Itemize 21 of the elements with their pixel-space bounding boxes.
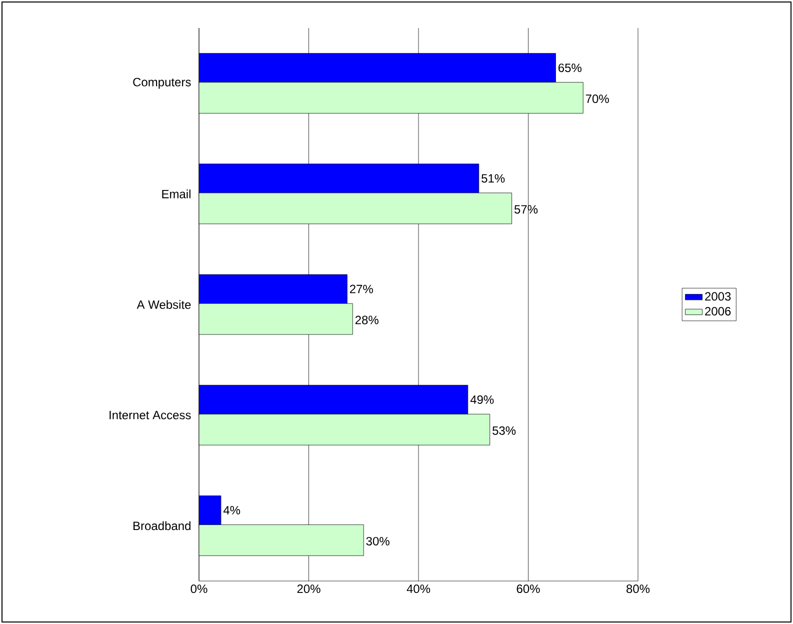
y-tick-label: Computers (133, 78, 191, 89)
y-tick-label: Internet Access (110, 410, 191, 420)
legend-label: 2006 (705, 307, 731, 316)
y-tick-label: Broadband (133, 521, 190, 530)
x-tick-label: 20% (297, 584, 320, 594)
data-label: 30% (366, 536, 390, 546)
legend-label: 2003 (705, 292, 731, 301)
data-label: 4% (223, 506, 240, 514)
data-label: 28% (355, 316, 378, 324)
data-label: 53% (492, 426, 516, 435)
y-tick-label: Email (162, 189, 190, 198)
x-tick-label: 80% (626, 584, 650, 594)
data-label: 27% (350, 284, 373, 294)
x-tick-label: 0% (190, 584, 208, 594)
data-label: 70% (586, 94, 609, 104)
data-label: 49% (470, 395, 494, 404)
data-label: 51% (482, 174, 505, 183)
x-tick-label: 40% (406, 584, 430, 594)
x-tick-label: 60% (516, 584, 540, 594)
y-tick-label: A Website (136, 300, 191, 309)
data-label: 65% (558, 64, 582, 72)
